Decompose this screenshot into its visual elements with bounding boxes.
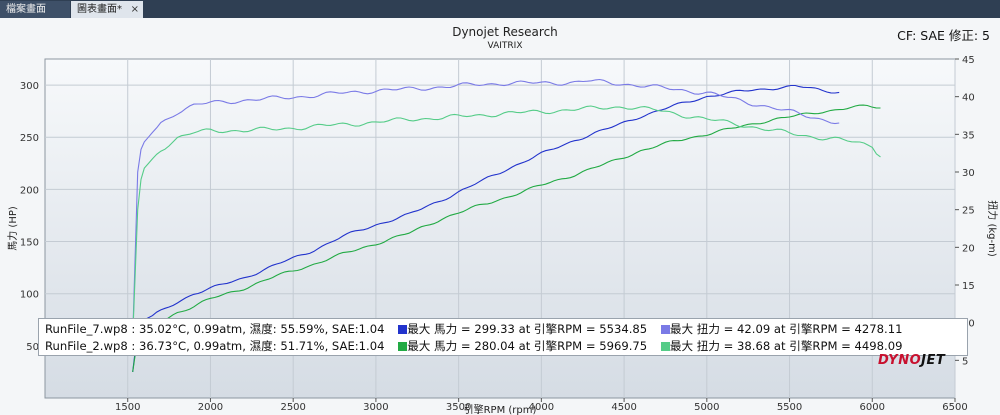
dynojet-logo: DYNOJET — [878, 353, 946, 368]
legend-swatch-hp-run7 — [398, 325, 408, 334]
series-line — [132, 78, 840, 338]
y2-tick-label: 25 — [962, 206, 975, 217]
x-tick-label: 2000 — [198, 402, 223, 413]
x-tick-label: 5500 — [777, 402, 802, 413]
legend-swatch-tq-run7 — [660, 325, 670, 334]
legend-conditions-run7: : 35.02°C, 0.99atm, 濕度: 55.59%, SAE:1.04 — [131, 322, 385, 336]
legend-row-run7: RunFile_7.wp8 : 35.02°C, 0.99atm, 濕度: 55… — [45, 320, 903, 338]
x-tick-label: 3500 — [446, 402, 471, 413]
y2-tick-label: 10 — [962, 319, 975, 330]
y2-tick-label: 45 — [962, 55, 975, 66]
y2-tick-label: 20 — [962, 243, 975, 254]
close-icon[interactable]: × — [130, 4, 139, 15]
y-tick-label: 150 — [20, 238, 39, 249]
x-axis-label: 引擎RPM (rpm) — [464, 403, 537, 415]
legend-swatch-hp-run2 — [398, 342, 408, 351]
x-tick-label: 6000 — [860, 402, 885, 413]
y-tick-label: 50 — [26, 342, 39, 353]
y-tick-label: 200 — [20, 185, 39, 196]
y2-axis-label: 扭力 (kg-m) — [986, 200, 999, 257]
y-axis-label: 馬力 (HP) — [6, 206, 19, 251]
chart-title: Dynojet Research — [452, 25, 558, 39]
series-line — [132, 84, 840, 372]
legend-max-tq-run2: 最大 扭力 = 38.68 at 引擎RPM = 4498.09 — [669, 339, 903, 353]
tab-bar: 檔案畫面 圖表畫面* × — [0, 0, 1000, 18]
x-tick-label: 5000 — [694, 402, 719, 413]
series-line — [132, 105, 881, 338]
y-tick-label: 100 — [20, 290, 39, 301]
run-legend: RunFile_7.wp8 : 35.02°C, 0.99atm, 濕度: 55… — [38, 318, 968, 356]
legend-conditions-run2: : 36.73°C, 0.99atm, 濕度: 51.71%, SAE:1.04 — [131, 339, 385, 353]
legend-swatch-tq-run2 — [660, 342, 670, 351]
legend-file-run2: RunFile_2.wp8 — [45, 339, 128, 353]
tab-chart-view-label: 圖表畫面* — [77, 4, 122, 15]
tab-file-view[interactable]: 檔案畫面 — [0, 1, 70, 18]
y2-tick-label: 35 — [962, 130, 975, 141]
series-line — [132, 104, 881, 372]
x-tick-label: 2500 — [280, 402, 305, 413]
legend-max-hp-run7: 最大 馬力 = 299.33 at 引擎RPM = 5534.85 — [407, 322, 648, 336]
tab-chart-view[interactable]: 圖表畫面* × — [71, 1, 143, 18]
x-tick-label: 6500 — [942, 402, 967, 413]
legend-max-hp-run2: 最大 馬力 = 280.04 at 引擎RPM = 5969.75 — [407, 339, 648, 353]
y2-tick-label: 40 — [962, 93, 975, 104]
y2-tick-label: 5 — [962, 356, 968, 367]
x-tick-label: 3000 — [363, 402, 388, 413]
x-tick-label: 1500 — [115, 402, 140, 413]
legend-max-tq-run7: 最大 扭力 = 42.09 at 引擎RPM = 4278.11 — [669, 322, 903, 336]
x-tick-label: 4000 — [529, 402, 554, 413]
legend-row-run2: RunFile_2.wp8 : 36.73°C, 0.99atm, 濕度: 51… — [45, 337, 903, 355]
y2-tick-label: 30 — [962, 168, 975, 179]
legend-file-run7: RunFile_7.wp8 — [45, 322, 128, 336]
x-tick-label: 4500 — [611, 402, 636, 413]
chart-subtitle: VAITRIX — [487, 41, 523, 51]
y-tick-label: 250 — [20, 133, 39, 144]
y2-tick-label: 15 — [962, 281, 975, 292]
y-tick-label: 300 — [20, 81, 39, 92]
correction-factor-label: CF: SAE 修正: 5 — [897, 28, 990, 43]
